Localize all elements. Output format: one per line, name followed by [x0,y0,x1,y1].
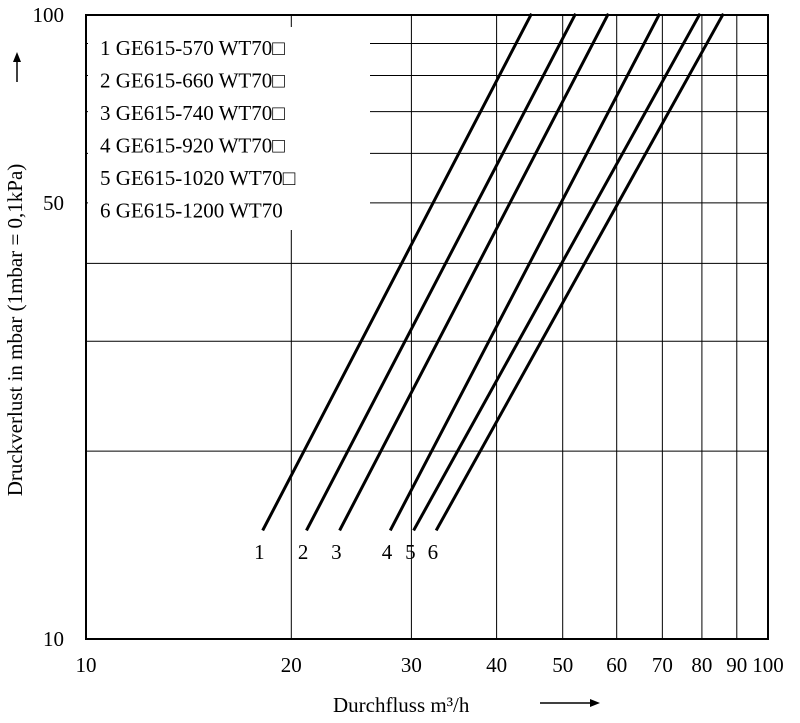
x-tick-label: 30 [401,653,422,677]
series-line-4 [388,12,661,532]
x-tick-label: 50 [552,653,573,677]
plot-frame [85,14,769,640]
x-tick-label: 100 [752,653,784,677]
data-curves [261,12,725,532]
series-line-2 [305,12,577,532]
y-tick-label: 100 [33,3,65,27]
series-line-6 [434,12,725,532]
legend-entry: 4 GE615-920 WT70□ [100,134,285,158]
x-tick-label: 10 [76,653,97,677]
y-tick-label: 50 [43,191,64,215]
legend-entry: 3 GE615-740 WT70□ [100,101,285,125]
legend: 1 GE615-570 WT70□ 2 GE615-660 WT70□ 3 GE61… [88,27,370,230]
series-label-3: 3 [331,540,342,564]
series-label-4: 4 [382,540,393,564]
legend-entry: 6 GE615-1200 WT70 [100,199,283,223]
series-line-1 [261,12,533,532]
x-tick-label: 80 [691,653,712,677]
x-tick-label: 40 [486,653,507,677]
series-line-3 [338,12,610,532]
x-tick-label: 90 [726,653,747,677]
y-tick-label: 10 [43,627,64,651]
x-tick-label: 70 [652,653,673,677]
series-label-5: 5 [405,540,416,564]
legend-entry: 5 GE615-1020 WT70□ [100,166,296,190]
series-line-5 [412,12,702,532]
legend-entry: 1 GE615-570 WT70□ [100,36,285,60]
series-label-6: 6 [428,540,439,564]
series-label-2: 2 [298,540,309,564]
x-tick-label: 20 [281,653,302,677]
x-axis-label: Durchfluss m³/h [333,693,470,717]
legend-background [88,27,370,230]
series-label-1: 1 [254,540,265,564]
x-axis-arrowhead [590,699,600,707]
x-tick-label: 60 [606,653,627,677]
y-axis-label: Druckverlust in mbar (1mbar = 0,1kPa) [3,164,27,497]
y-axis-arrowhead [13,52,21,62]
legend-entry: 2 GE615-660 WT70□ [100,69,285,93]
